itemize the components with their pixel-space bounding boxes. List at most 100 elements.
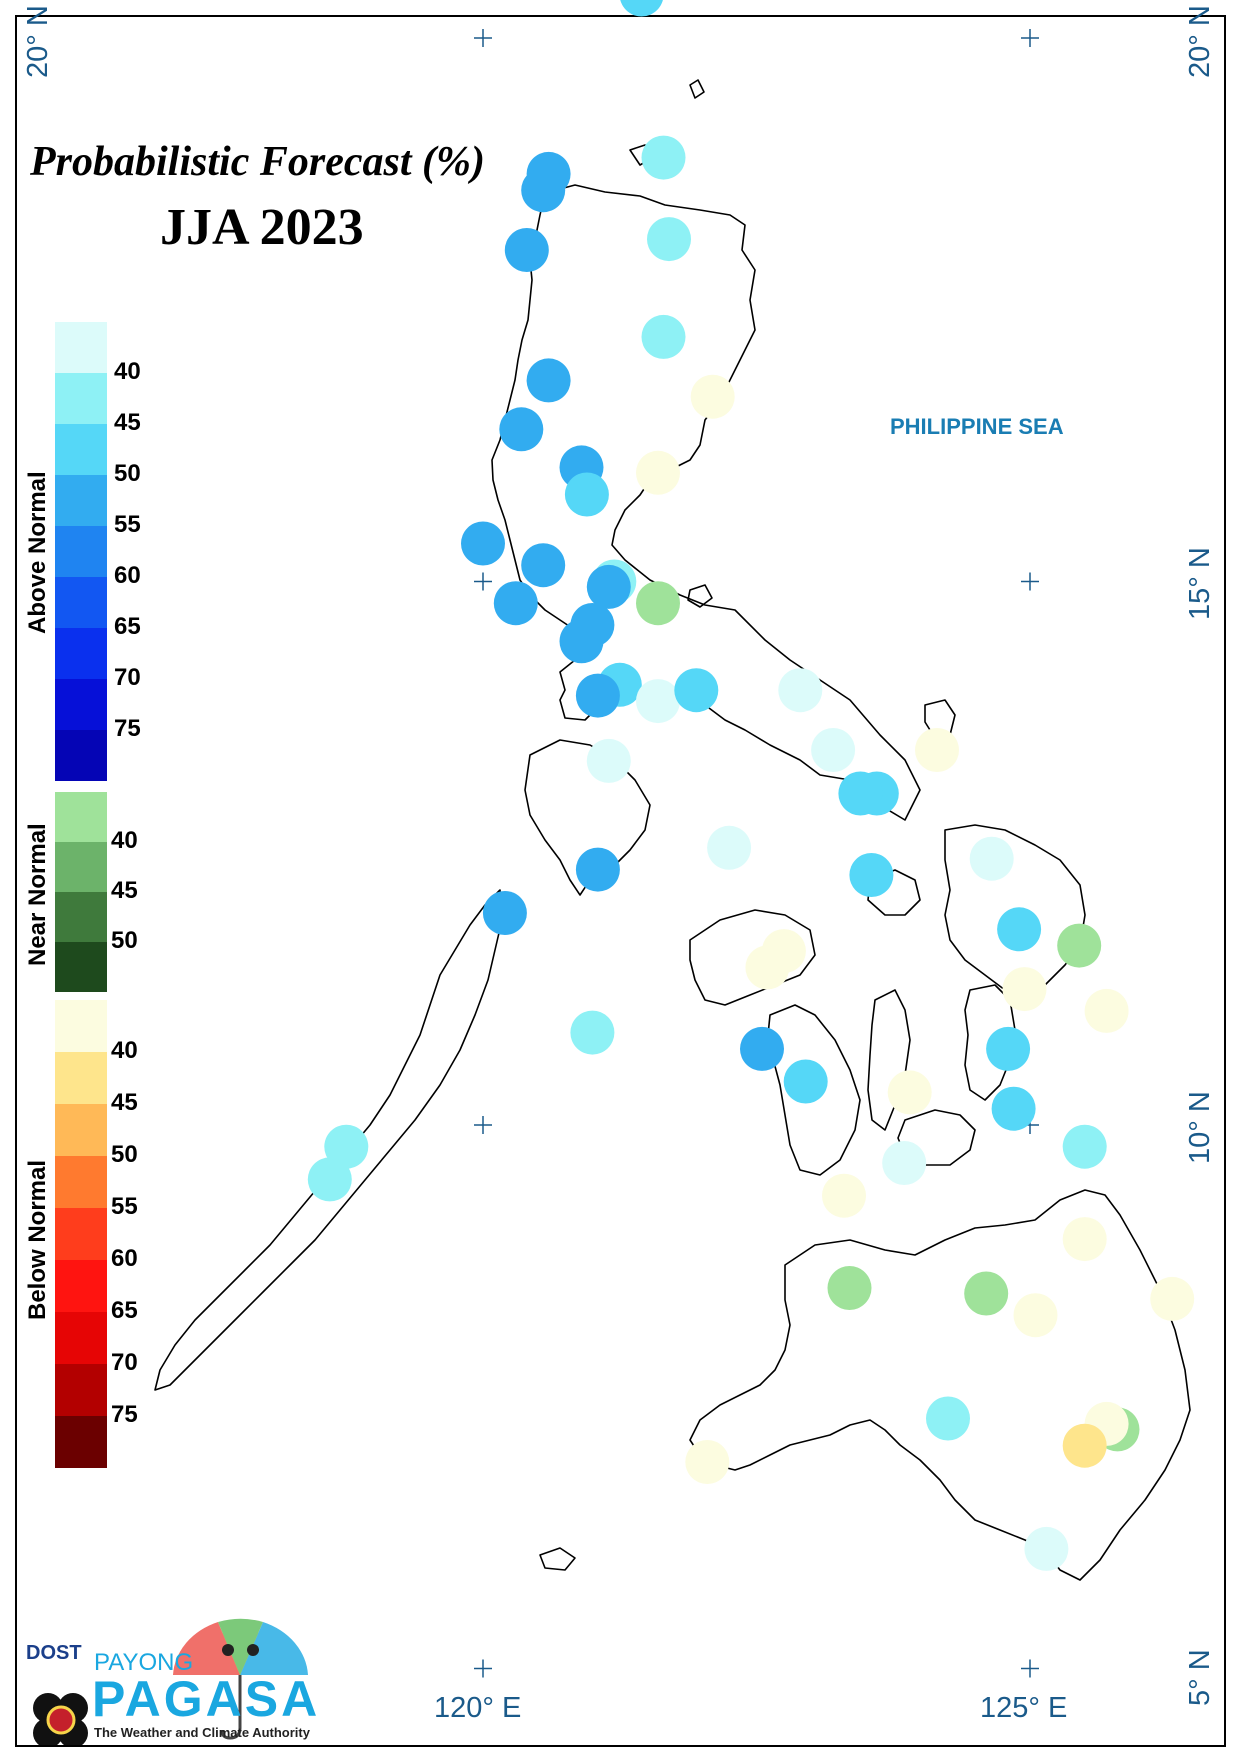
palawan-island: [154, 889, 503, 1391]
legend-swatch: [55, 1208, 107, 1260]
legend-tick-label: 60: [114, 562, 141, 589]
station-marker: [740, 1026, 784, 1071]
station-marker: [969, 836, 1014, 881]
legend-swatch: [55, 730, 107, 781]
longitude-label-120: 120° E: [434, 1692, 522, 1724]
legend-tick-label: 65: [114, 613, 141, 640]
legend-swatch: [55, 1104, 107, 1156]
station-marker: [745, 945, 790, 990]
map-title: Probabilistic Forecast (%): [30, 139, 485, 185]
legend-swatch: [55, 1260, 107, 1312]
station-marker: [707, 825, 752, 870]
legend-tick-label: 55: [111, 1193, 138, 1220]
masbate-island: [867, 869, 921, 916]
legend-swatch: [55, 628, 107, 679]
station-marker: [822, 1173, 866, 1218]
legend-near-normal-label: Near Normal: [24, 823, 51, 966]
legend-swatch: [55, 1000, 107, 1052]
legend-swatch: [55, 1416, 107, 1468]
latitude-label-20-left: 20° N: [22, 5, 54, 78]
station-marker: [586, 738, 631, 783]
station-marker: [882, 1141, 927, 1185]
station-marker: [636, 450, 680, 495]
negros-island: [767, 1004, 861, 1176]
station-marker: [504, 228, 549, 272]
latitude-label-5-right: 5° N: [1184, 1649, 1216, 1706]
station-marker: [521, 543, 566, 588]
legend-above-normal-label: Above Normal: [24, 471, 51, 634]
legend-tick-label: 45: [111, 877, 138, 904]
station-marker: [575, 673, 620, 718]
legend-tick-label: 60: [111, 1245, 138, 1272]
legend-swatch: [55, 577, 107, 628]
longitude-label-125: 125° E: [980, 1692, 1068, 1724]
station-marker: [838, 771, 883, 816]
station-marker: [636, 679, 680, 724]
station-marker: [641, 135, 686, 180]
legend-tick-label: 70: [111, 1349, 138, 1376]
logo-payong-text: PAYONG: [94, 1649, 194, 1676]
station-marker: [586, 564, 631, 609]
legend-swatch: [55, 1312, 107, 1364]
dost-seal-icon: [33, 1693, 88, 1745]
legend-swatch: [55, 842, 107, 892]
pagasa-logo: DOST PAYONG PAGASA The Weather and Clima…: [18, 1600, 318, 1745]
legend-swatch: [55, 679, 107, 730]
station-marker: [991, 1086, 1036, 1131]
station-marker: [620, 0, 663, 17]
latitude-label-20-right: 20° N: [1184, 5, 1216, 78]
station-marker: [1062, 1124, 1107, 1169]
station-marker: [964, 1271, 1009, 1316]
legend-swatch: [55, 942, 107, 992]
station-marker: [778, 668, 823, 713]
logo-dost-text: DOST: [26, 1642, 82, 1664]
station-marker: [1150, 1276, 1195, 1321]
forecast-stations: [307, 0, 1195, 1571]
legend-tick-label: 45: [111, 1089, 138, 1116]
station-marker: [1024, 1526, 1069, 1571]
legend-tick-label: 50: [114, 460, 141, 487]
legend-swatch: [55, 526, 107, 577]
station-marker: [307, 1157, 352, 1202]
philippine-sea-label: PHILIPPINE SEA: [890, 414, 1064, 439]
legend-tick-label: 40: [111, 1037, 138, 1064]
station-marker: [564, 472, 609, 517]
legend-tick-label: 40: [111, 827, 138, 854]
legend-swatch: [55, 792, 107, 842]
station-marker: [1062, 1217, 1107, 1262]
legend-swatch: [55, 475, 107, 526]
station-marker: [499, 407, 544, 452]
legend-tick-label: 75: [111, 1401, 138, 1428]
mindanao-island: [689, 1189, 1191, 1581]
station-marker: [1002, 967, 1047, 1012]
station-marker: [559, 619, 604, 664]
station-marker: [811, 728, 856, 772]
legend-swatch: [55, 322, 107, 373]
latitude-label-10-right: 10° N: [1184, 1091, 1216, 1164]
station-marker: [641, 314, 686, 359]
station-marker: [915, 728, 959, 772]
station-marker: [685, 1440, 730, 1484]
legend-swatch: [55, 424, 107, 475]
map-subtitle: JJA 2023: [160, 199, 364, 256]
batanes-island: [689, 79, 705, 99]
station-marker: [783, 1059, 828, 1104]
panay-island: [689, 909, 816, 1006]
station-marker: [986, 1026, 1031, 1071]
logo-tagline: The Weather and Climate Authority: [94, 1725, 310, 1740]
station-marker: [997, 907, 1042, 952]
station-marker: [324, 1124, 369, 1169]
station-marker: [521, 168, 566, 213]
legend-tick-label: 50: [111, 927, 138, 954]
polillo-island: [687, 584, 713, 608]
station-marker: [570, 1010, 615, 1055]
station-marker: [526, 358, 571, 403]
legend-swatch: [55, 1364, 107, 1416]
station-marker: [1084, 988, 1129, 1033]
station-marker: [827, 1266, 872, 1310]
station-marker: [690, 374, 735, 419]
station-marker: [636, 581, 680, 626]
legend-below-normal-label: Below Normal: [24, 1159, 51, 1320]
sulu-island: [539, 1547, 576, 1571]
